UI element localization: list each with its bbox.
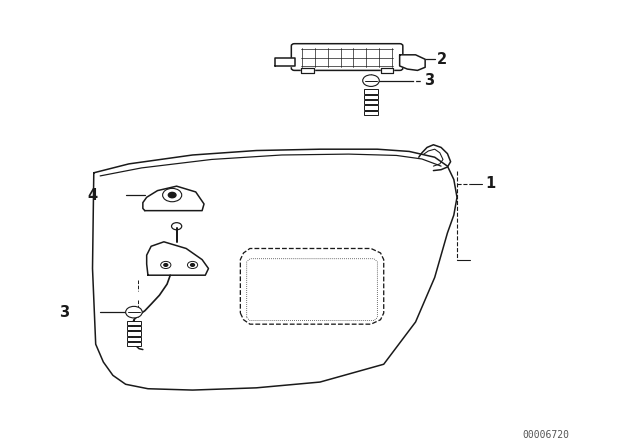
Circle shape [363, 75, 380, 86]
Circle shape [125, 306, 142, 318]
Text: 3: 3 [59, 305, 69, 320]
Polygon shape [381, 68, 394, 73]
Bar [127, 342, 141, 346]
Bar [364, 111, 378, 115]
Text: 2: 2 [436, 52, 447, 67]
Text: 4: 4 [88, 188, 97, 202]
Bar [364, 89, 378, 94]
Circle shape [164, 263, 168, 266]
Bar [127, 326, 141, 331]
FancyBboxPatch shape [291, 44, 403, 70]
Bar [364, 95, 378, 99]
Bar [127, 332, 141, 336]
Bar [127, 321, 141, 325]
Polygon shape [143, 186, 204, 211]
Bar [364, 100, 378, 104]
Polygon shape [147, 242, 209, 275]
Polygon shape [275, 58, 294, 66]
Bar [127, 337, 141, 341]
Bar [364, 105, 378, 110]
Polygon shape [399, 55, 425, 70]
Text: 3: 3 [424, 73, 434, 88]
Circle shape [191, 263, 195, 266]
Text: 1: 1 [486, 177, 496, 191]
Circle shape [168, 192, 176, 198]
Polygon shape [301, 68, 314, 73]
Text: 00006720: 00006720 [523, 431, 570, 440]
